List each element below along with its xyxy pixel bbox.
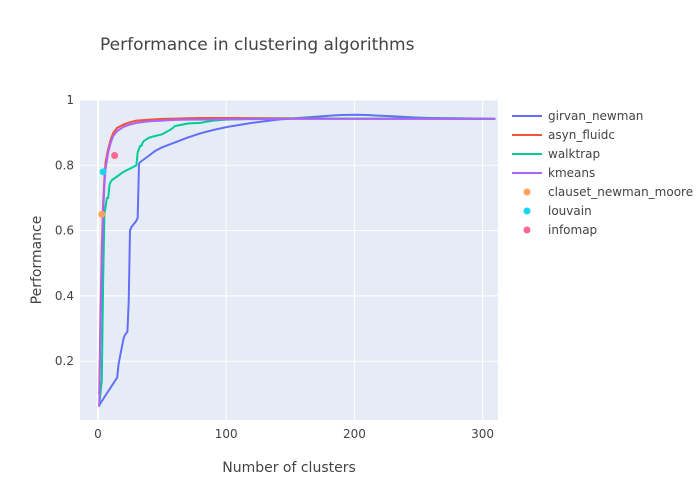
legend-label: girvan_newman <box>548 109 643 123</box>
x-tick-label: 300 <box>471 427 494 441</box>
legend-label: louvain <box>548 204 592 218</box>
chart-title: Performance in clustering algorithms <box>100 35 415 55</box>
legend-item-clauset_newman_moore[interactable]: clauset_newman_moore <box>523 185 694 199</box>
y-tick-label: 0.8 <box>55 158 74 172</box>
legend-label: infomap <box>548 223 597 237</box>
point-louvain <box>99 168 107 176</box>
legend-item-infomap[interactable]: infomap <box>523 223 598 237</box>
legend-swatch-marker <box>523 188 531 196</box>
legend-label: walktrap <box>548 147 600 161</box>
point-clauset_newman_moore <box>98 210 106 218</box>
legend-swatch-marker <box>523 226 531 234</box>
legend-item-walktrap[interactable]: walktrap <box>512 147 600 161</box>
y-tick-label: 0.4 <box>55 289 74 303</box>
legend-item-louvain[interactable]: louvain <box>523 204 592 218</box>
x-tick-label: 100 <box>215 427 238 441</box>
plot-area <box>80 100 498 420</box>
y-tick-label: 1 <box>66 93 74 107</box>
x-tick-label: 0 <box>94 427 102 441</box>
legend-item-kmeans[interactable]: kmeans <box>512 166 595 180</box>
legend-label: kmeans <box>548 166 595 180</box>
legend-swatch-marker <box>523 207 531 215</box>
legend-label: clauset_newman_moore <box>548 185 693 199</box>
plot-content <box>98 113 496 407</box>
series-line-kmeans <box>98 117 496 407</box>
y-tick-label: 0.2 <box>55 354 74 368</box>
tick-labels: 0.2 0.4 0.6 0.8 1 0 100 200 300 <box>55 93 494 441</box>
point-infomap <box>111 152 119 160</box>
legend: girvan_newman asyn_fluidc walktrap kmeans cl… <box>512 109 693 237</box>
legend-item-asyn_fluidc[interactable]: asyn_fluidc <box>512 128 615 142</box>
x-tick-label: 200 <box>343 427 366 441</box>
series-line-girvan_newman <box>98 113 496 406</box>
y-axis-title: Performance <box>29 216 45 305</box>
y-tick-label: 0.6 <box>55 224 74 238</box>
legend-item-girvan_newman[interactable]: girvan_newman <box>512 109 643 123</box>
x-axis-title: Number of clusters <box>222 460 356 476</box>
gridlines <box>80 99 498 420</box>
legend-label: asyn_fluidc <box>548 128 615 142</box>
